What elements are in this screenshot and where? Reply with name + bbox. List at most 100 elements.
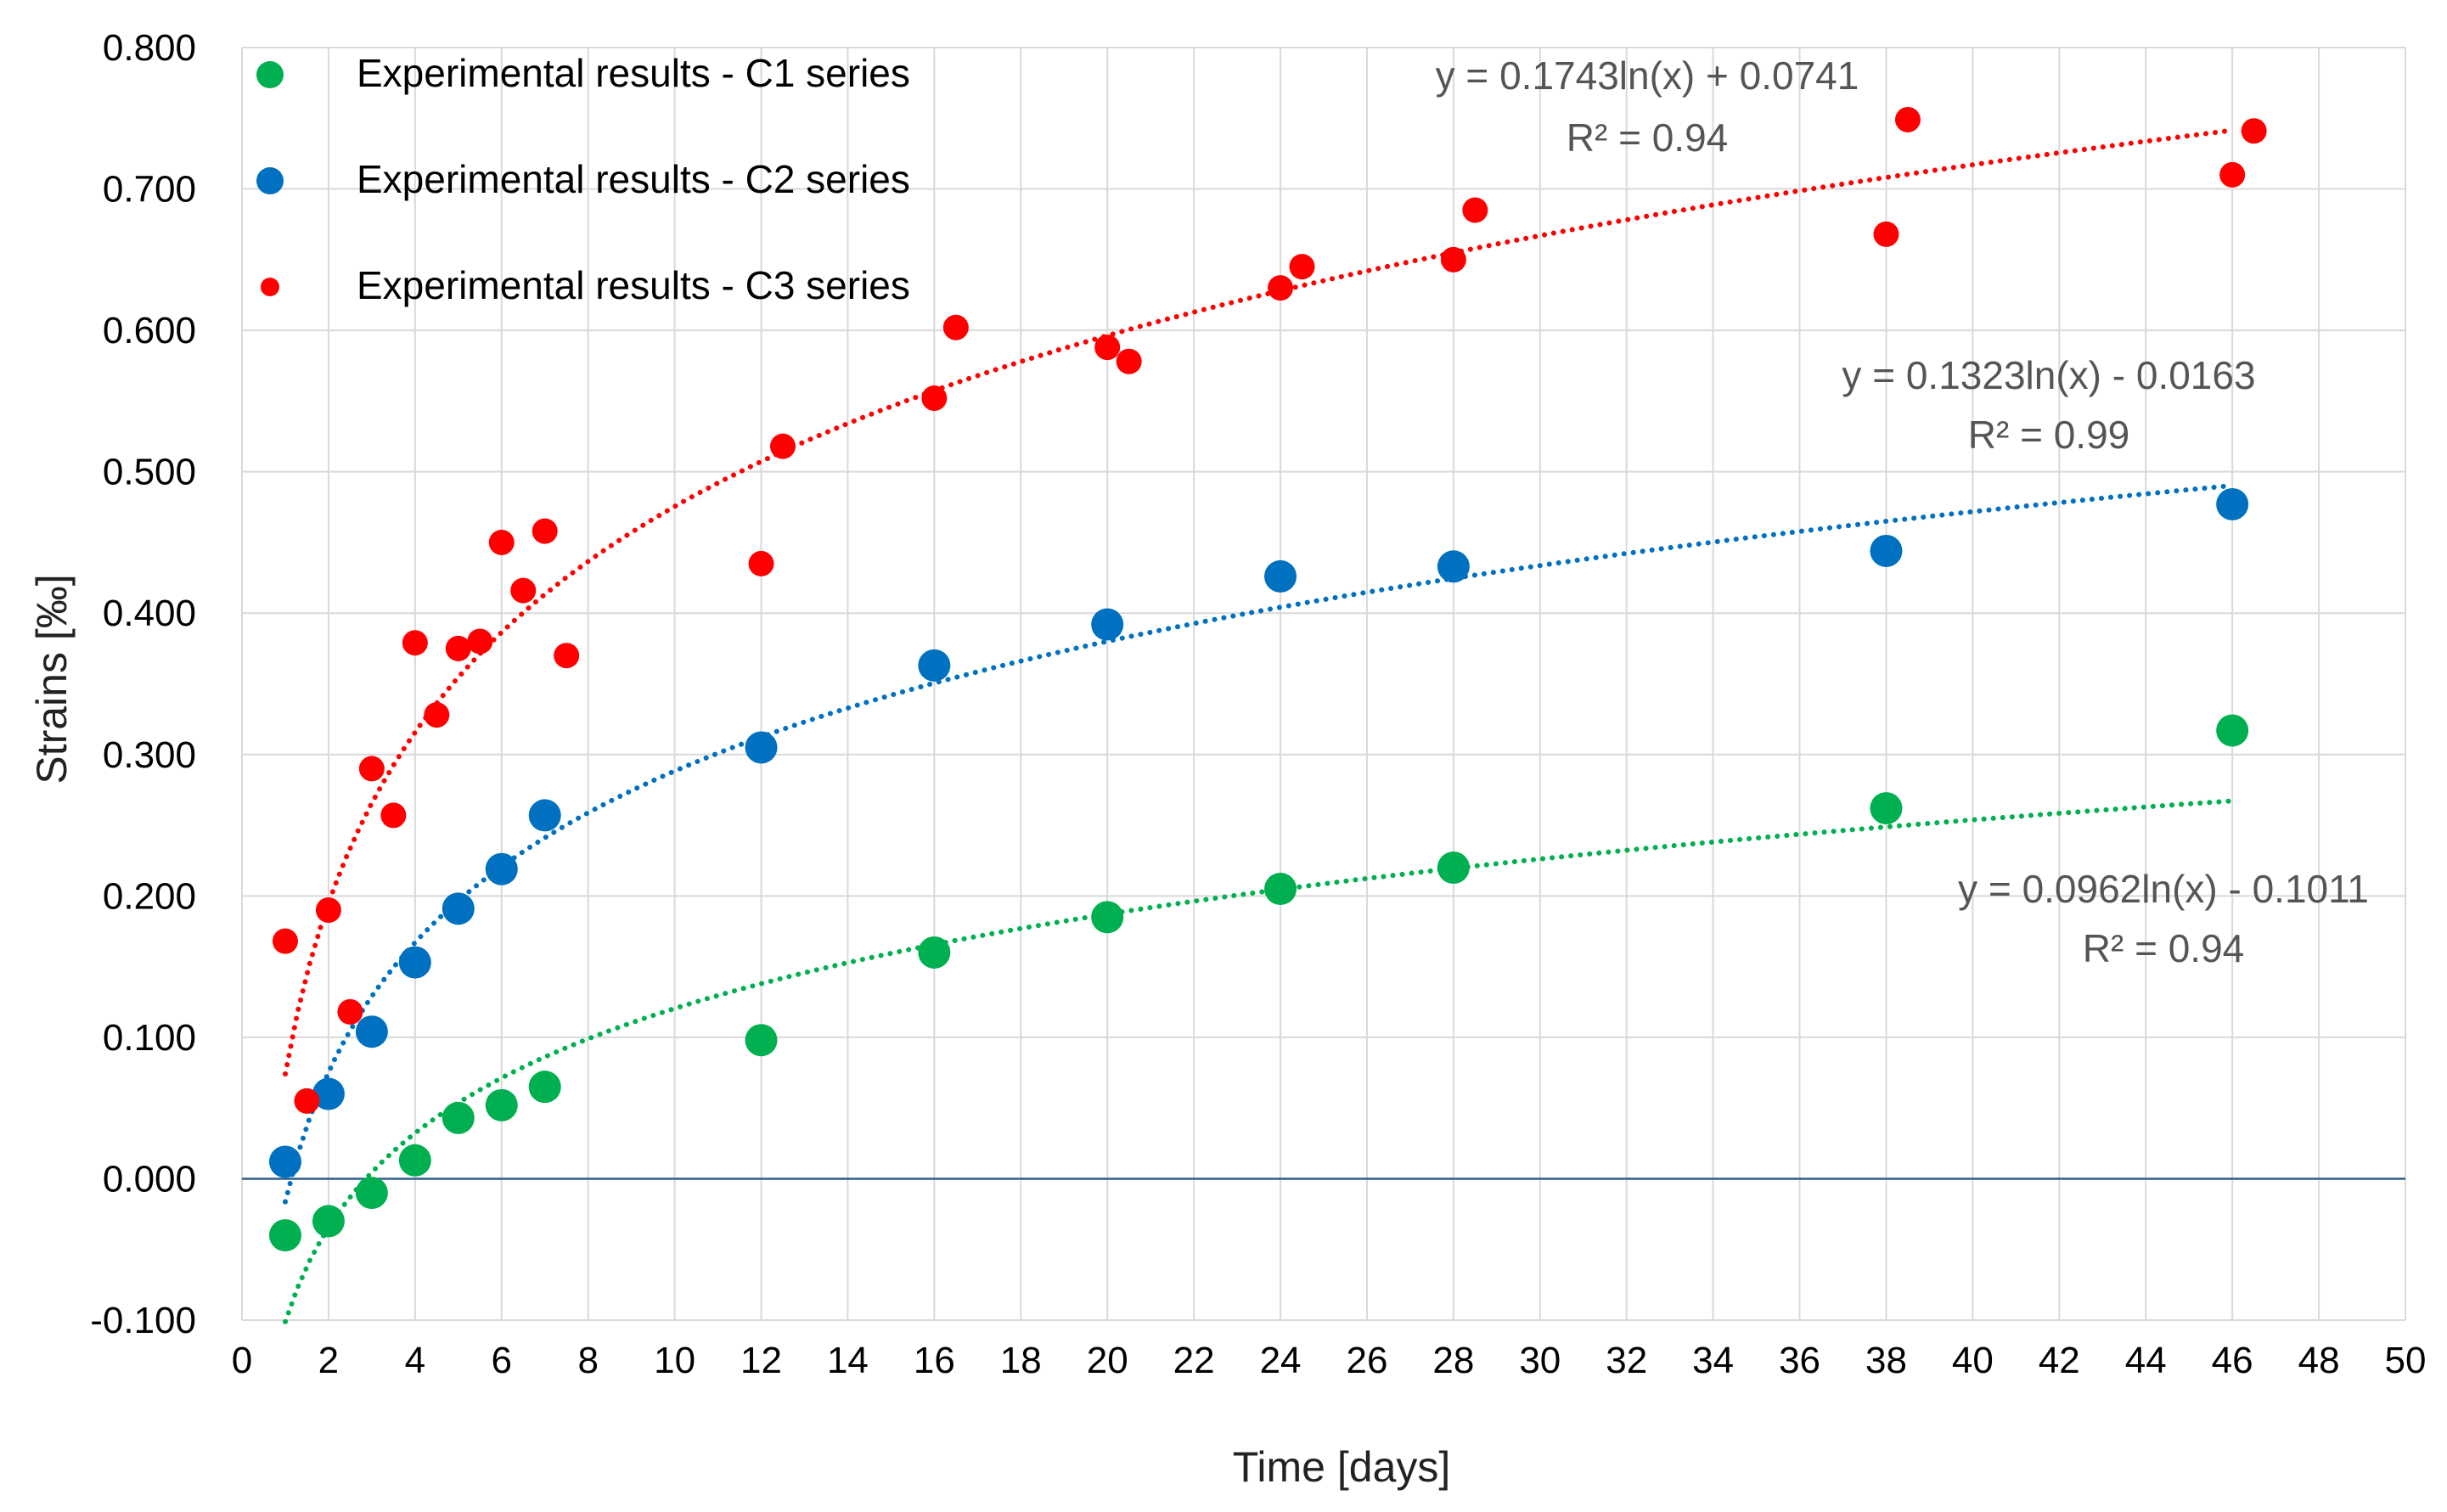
grid-lines <box>241 47 2406 1321</box>
data-point-series-3 <box>337 998 363 1025</box>
data-point-series-3 <box>272 928 298 954</box>
data-point-series-3 <box>510 577 537 604</box>
trendline-series-2 <box>283 482 2236 1205</box>
data-point-series-3 <box>748 550 774 576</box>
data-point-series-1 <box>355 1177 388 1210</box>
x-axis-title: Time [days] <box>1233 1443 1451 1491</box>
data-point-series-1 <box>1870 792 1903 825</box>
x-tick-label: 38 <box>1865 1340 1907 1381</box>
data-point-series-3 <box>424 702 450 728</box>
x-tick-label: 8 <box>577 1340 598 1381</box>
x-tick-label: 50 <box>2385 1340 2427 1381</box>
data-point-series-1 <box>1264 873 1297 906</box>
data-point-series-1 <box>2216 714 2249 747</box>
data-point-series-3 <box>1462 197 1488 223</box>
x-tick-label: 26 <box>1346 1340 1387 1381</box>
data-point-series-3 <box>1094 334 1121 361</box>
data-point-series-2 <box>1437 550 1470 583</box>
legend-marker-c2 <box>256 167 284 194</box>
y-tick-label: 0.000 <box>103 1158 196 1200</box>
legend-marker-c1 <box>256 61 284 88</box>
data-point-series-3 <box>467 628 493 655</box>
data-point-series-2 <box>485 852 518 885</box>
data-point-series-2 <box>1091 608 1124 641</box>
x-tick-label: 16 <box>914 1340 955 1381</box>
x-tick-label: 36 <box>1779 1340 1820 1381</box>
x-tick-label: 28 <box>1432 1340 1474 1381</box>
data-point-series-3 <box>2219 161 2246 188</box>
y-axis-title: Strains [‰] <box>28 574 76 784</box>
x-tick-label: 4 <box>405 1340 425 1381</box>
legend: Experimental results - C1 series Experim… <box>256 51 910 307</box>
legend-marker-c3 <box>261 278 279 296</box>
data-point-series-1 <box>268 1219 301 1252</box>
y-tick-label: 0.300 <box>103 734 196 776</box>
data-point-series-3 <box>315 897 341 923</box>
x-tick-label: 6 <box>492 1340 512 1381</box>
trendlines <box>283 127 2236 1324</box>
y-tick-label: 0.800 <box>103 27 196 69</box>
x-tick-label: 20 <box>1087 1340 1128 1381</box>
data-point-series-2 <box>398 946 431 979</box>
trendline-series-1 <box>283 798 2236 1324</box>
x-tick-label: 12 <box>740 1340 782 1381</box>
x-tick-label: 22 <box>1173 1340 1215 1381</box>
axes: 0 2 4 6 8 10 12 14 16 18 20 22 24 26 28 30 32 34 36 38 40 42 4… <box>90 27 2426 1381</box>
data-point-series-1 <box>398 1144 431 1177</box>
data-point-series-3 <box>1894 106 1921 132</box>
data-point-series-3 <box>1116 348 1142 374</box>
data-point-series-2 <box>2216 487 2249 520</box>
data-point-series-2 <box>312 1077 345 1110</box>
y-tick-label: 0.700 <box>103 169 196 211</box>
data-point-series-1 <box>1091 901 1124 934</box>
y-tick-label: 0.100 <box>103 1017 196 1059</box>
x-tick-label: 44 <box>2125 1340 2167 1381</box>
data-points <box>268 106 2267 1252</box>
data-point-series-3 <box>770 433 796 459</box>
x-tick-label: 24 <box>1260 1340 1302 1381</box>
y-tick-label: 0.500 <box>103 452 196 493</box>
x-tick-label: 30 <box>1519 1340 1561 1381</box>
data-point-series-3 <box>1440 246 1466 273</box>
data-point-series-3 <box>402 630 428 656</box>
data-point-series-1 <box>918 936 951 969</box>
y-tick-label: 0.200 <box>103 875 196 917</box>
y-tick-label: -0.100 <box>90 1300 196 1341</box>
data-point-series-2 <box>1264 559 1297 593</box>
legend-label-c2: Experimental results - C2 series <box>357 157 910 201</box>
data-point-series-3 <box>488 529 515 555</box>
c1-trend-equation: y = 0.0962ln(x) - 0.1011 <box>1958 867 2369 911</box>
data-point-series-1 <box>528 1071 561 1104</box>
data-point-series-3 <box>1268 275 1294 301</box>
data-point-series-3 <box>1289 254 1315 280</box>
c3-trend-equation: y = 0.1743ln(x) + 0.0741 <box>1436 53 1859 98</box>
data-point-series-3 <box>942 314 969 340</box>
data-point-series-3 <box>1873 221 1899 247</box>
data-point-series-2 <box>355 1015 388 1048</box>
data-point-series-3 <box>380 802 407 829</box>
y-tick-label: 0.400 <box>103 593 196 634</box>
x-tick-label: 10 <box>654 1340 695 1381</box>
x-tick-label: 18 <box>1000 1340 1042 1381</box>
data-point-series-3 <box>921 385 948 412</box>
x-tick-label: 48 <box>2298 1340 2340 1381</box>
c2-trend-equation: y = 0.1323ln(x) - 0.0163 <box>1842 353 2255 397</box>
x-tick-label: 0 <box>232 1340 252 1381</box>
trendline-series-3 <box>283 127 2236 1076</box>
data-point-series-3 <box>2241 118 2267 144</box>
data-point-series-2 <box>268 1145 301 1178</box>
x-tick-label: 34 <box>1692 1340 1734 1381</box>
legend-label-c3: Experimental results - C3 series <box>357 263 910 307</box>
data-point-series-1 <box>312 1205 345 1238</box>
data-point-series-1 <box>485 1088 518 1121</box>
data-point-series-2 <box>745 731 778 764</box>
x-tick-label: 2 <box>318 1340 339 1381</box>
x-tick-label: 40 <box>1952 1340 1994 1381</box>
y-tick-label: 0.600 <box>103 310 196 351</box>
x-tick-label: 42 <box>2039 1340 2080 1381</box>
c3-trend-r2: R² = 0.94 <box>1567 115 1729 160</box>
x-tick-label: 14 <box>827 1340 869 1381</box>
trendline-labels: y = 0.1743ln(x) + 0.0741 R² = 0.94 y = 0… <box>1436 53 2369 970</box>
